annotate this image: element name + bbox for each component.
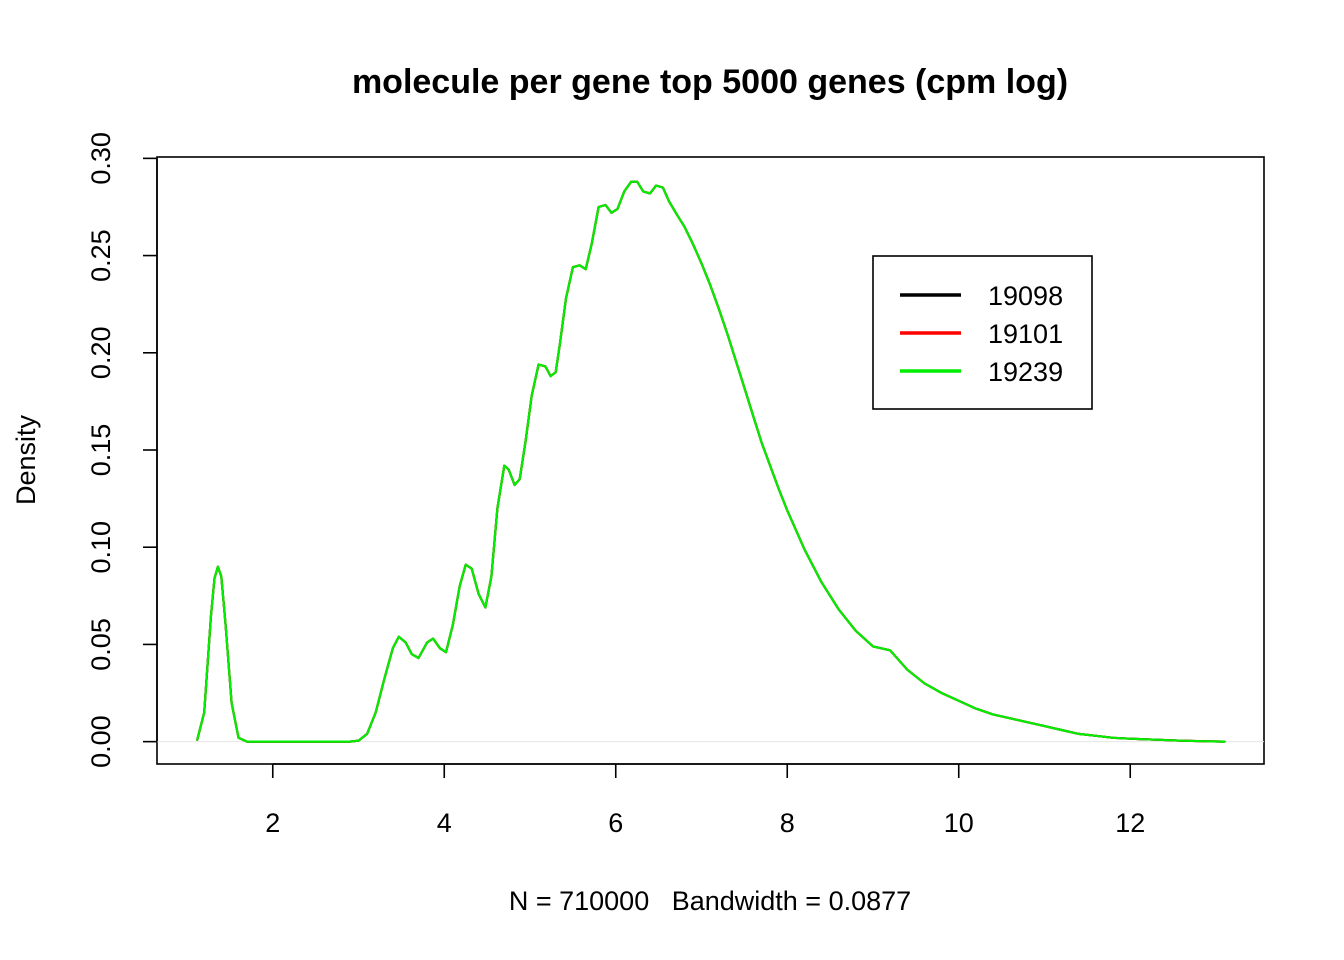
legend-label-19239: 19239 — [988, 357, 1063, 387]
x-tick-label: 8 — [780, 808, 795, 838]
y-tick-label: 0.10 — [86, 521, 116, 574]
chart-title: molecule per gene top 5000 genes (cpm lo… — [352, 63, 1068, 101]
x-axis: 2 4 6 8 10 12 — [265, 763, 1145, 838]
y-axis-label: Density — [11, 414, 41, 505]
x-tick-label: 4 — [437, 808, 452, 838]
y-tick-label: 0.30 — [86, 132, 116, 185]
series-line-19239 — [196, 180, 1226, 743]
y-tick-label: 0.20 — [86, 327, 116, 380]
x-axis-label: N = 710000 Bandwidth = 0.0877 — [509, 886, 911, 916]
x-tick-label: 2 — [265, 808, 280, 838]
y-tick-label: 0.05 — [86, 618, 116, 671]
x-tick-label: 10 — [944, 808, 974, 838]
y-axis: 0.00 0.05 0.10 0.15 0.20 0.25 0.30 — [86, 132, 158, 768]
x-tick-label: 6 — [608, 808, 623, 838]
plot-frame — [156, 156, 1265, 765]
y-tick-label: 0.15 — [86, 424, 116, 477]
legend: 19098 19101 19239 — [872, 255, 1093, 410]
series-layer — [196, 180, 1226, 743]
legend-label-19098: 19098 — [988, 281, 1063, 311]
legend-label-19101: 19101 — [988, 319, 1063, 349]
y-tick-label: 0.00 — [86, 715, 116, 768]
y-tick-label: 0.25 — [86, 229, 116, 282]
x-tick-label: 12 — [1115, 808, 1145, 838]
